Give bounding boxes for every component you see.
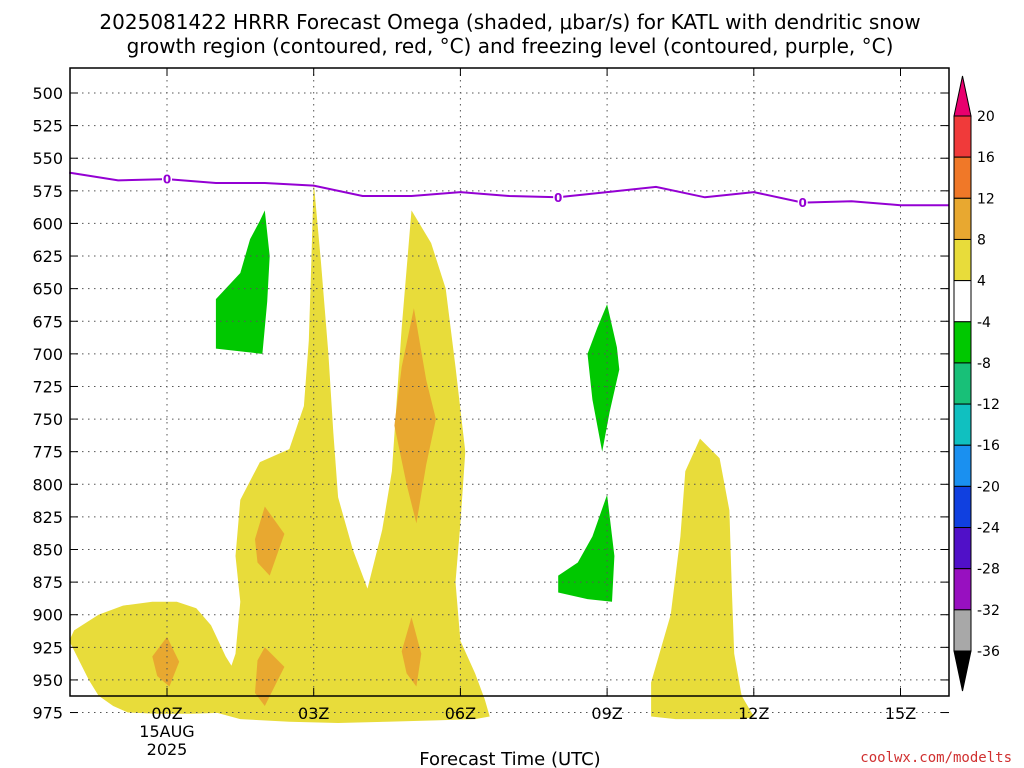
colorbar-label: 20 [977, 109, 995, 125]
y-tick-label: 775 [32, 443, 63, 462]
freezing-level-label: 0 [554, 191, 562, 205]
colorbar-label: 16 [977, 150, 995, 166]
y-tick-label: 825 [32, 508, 63, 527]
colorbar-bin [953, 321, 972, 364]
colorbar-label: -4 [977, 315, 991, 331]
colorbar-bin [953, 362, 972, 405]
negative-omega-4-8-area-10 [558, 494, 615, 602]
colorbar-bin [953, 609, 972, 652]
grid [70, 68, 949, 714]
colorbar-bin [953, 115, 972, 158]
colorbar-label: -8 [977, 356, 991, 372]
x-tick-label: 06Z [445, 704, 476, 723]
x-tick-label: 00Z [151, 704, 182, 723]
colorbar: 20 16 12 8 4 -4 -8 -12 -16 -20 -24 -28 -32 -36 [953, 75, 1000, 692]
colorbar-bin [953, 238, 972, 282]
negative-omega-4-8-area-9 [587, 304, 620, 452]
x-tick-date: 15AUG [139, 722, 194, 741]
chart-subtitle: growth region (contoured, red, °C) and f… [127, 34, 894, 58]
y-tick-label: 950 [32, 671, 63, 690]
colorbar-label: -36 [977, 644, 1000, 660]
colorbar-bin [953, 527, 972, 570]
colorbar-label: 4 [977, 274, 986, 290]
positive-omega-8-12-area-5 [255, 647, 285, 706]
colorbar-bottom-arrow [953, 650, 972, 692]
y-tick-label: 550 [32, 149, 63, 168]
plot-frame [69, 67, 950, 697]
colorbar-label: -12 [977, 397, 1000, 413]
colorbar-label: -20 [977, 479, 1000, 495]
colorbar-bin [953, 568, 972, 611]
x-tick-label: 15Z [885, 704, 916, 723]
y-axis: 500 525 550 575 600 625 650 675 700 725 750 775 800 8… [32, 84, 949, 723]
freezing-label-bg [797, 195, 808, 210]
freezing-level: 0 0 0 [69, 171, 950, 210]
negative-omega-4-8-area-8 [215, 210, 270, 354]
y-tick-label: 525 [32, 117, 63, 136]
colorbar-label: 12 [977, 191, 995, 207]
positive-omega-4-8-area-2 [651, 438, 754, 720]
colorbar-label: -24 [977, 521, 1000, 537]
y-tick-label: 500 [32, 84, 63, 103]
colorbar-label: -32 [977, 603, 1000, 619]
y-tick-label: 800 [32, 475, 63, 494]
x-axis-label: Forecast Time (UTC) [419, 749, 600, 768]
positive-omega-4-8-area-1 [215, 181, 490, 723]
colorbar-bin [953, 403, 972, 446]
omega-fills [69, 181, 754, 723]
freezing-label-bg [553, 190, 564, 205]
positive-omega-8-12-area-3 [152, 636, 180, 687]
colorbar-top-arrow [953, 75, 972, 117]
y-tick-label: 925 [32, 638, 63, 657]
colorbar-label: -28 [977, 562, 1000, 578]
y-tick-label: 875 [32, 573, 63, 592]
y-tick-label: 900 [32, 606, 63, 625]
x-tick-year: 2025 [147, 740, 188, 759]
y-tick-label: 725 [32, 377, 63, 396]
x-tick-label: 09Z [591, 704, 622, 723]
positive-omega-8-12-area-4 [255, 506, 285, 576]
y-tick-label: 975 [32, 704, 63, 723]
x-tick-label: 12Z [738, 704, 769, 723]
y-tick-label: 575 [32, 182, 63, 201]
freezing-label-bg [162, 172, 172, 187]
colorbar-label: 8 [977, 232, 986, 248]
colorbar-bin [953, 156, 972, 199]
y-tick-label: 625 [32, 247, 63, 266]
colorbar-label: -16 [977, 438, 1000, 454]
credit-text: coolwx.com/modelts [860, 750, 1012, 766]
y-tick-label: 600 [32, 214, 63, 233]
y-tick-label: 700 [32, 345, 63, 364]
positive-omega-8-12-area-6 [394, 308, 436, 524]
colorbar-bin [953, 444, 972, 487]
colorbar-bin [953, 485, 972, 529]
y-tick-label: 750 [32, 410, 63, 429]
y-tick-label: 850 [32, 541, 63, 560]
y-tick-label: 650 [32, 280, 63, 299]
freezing-level-label: 0 [799, 196, 807, 210]
colorbar-bin [953, 197, 972, 240]
positive-omega-8-12-area-7 [401, 617, 422, 687]
chart-title: 2025081422 HRRR Forecast Omega (shaded, … [99, 10, 920, 34]
y-tick-label: 675 [32, 312, 63, 331]
x-tick-label: 03Z [298, 704, 329, 723]
colorbar-bin [953, 280, 972, 323]
freezing-level-label: 0 [163, 173, 171, 187]
freezing-level-line [69, 171, 950, 207]
